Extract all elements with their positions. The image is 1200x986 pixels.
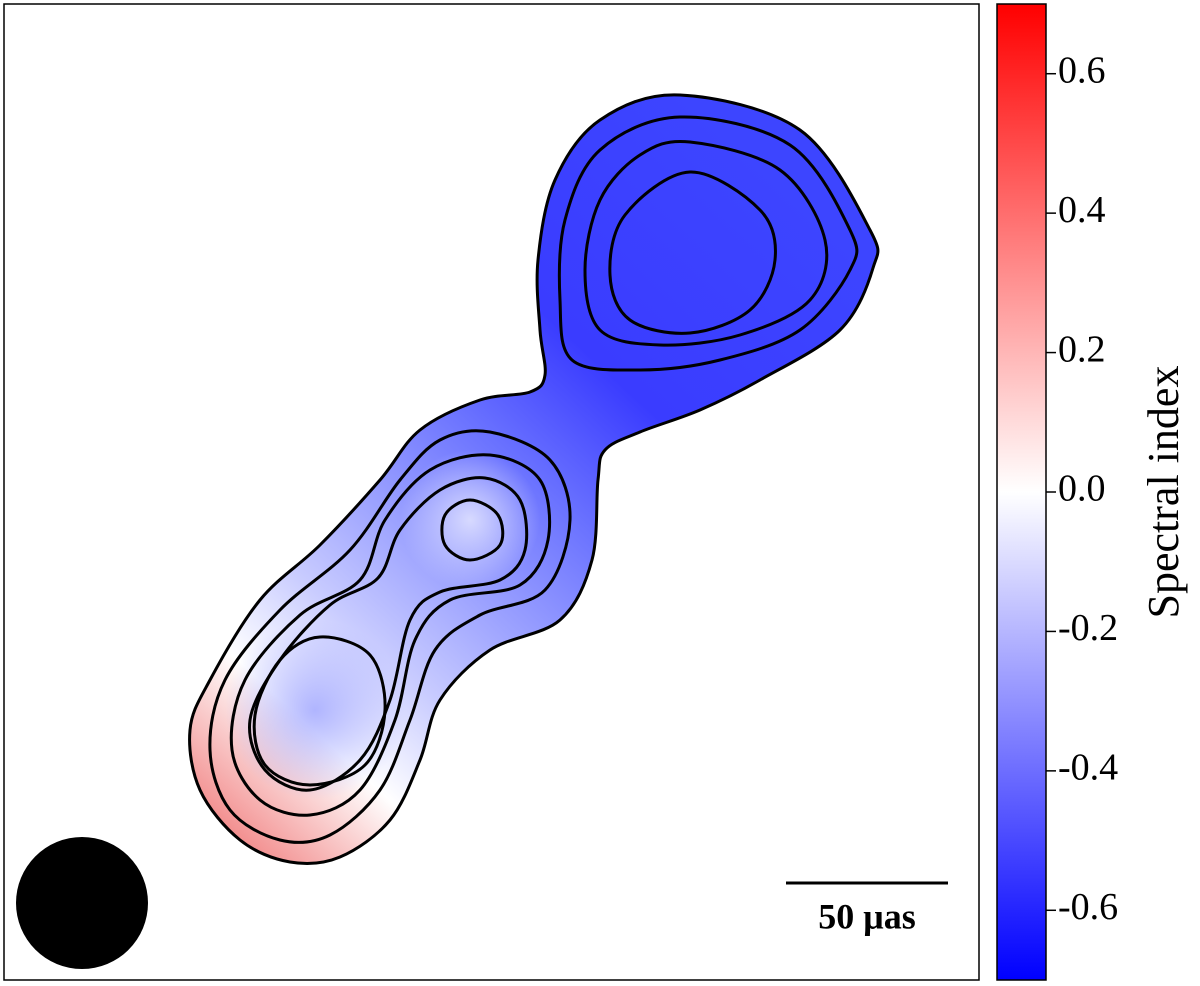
colorbar-tick-label: 0.0 — [1058, 468, 1106, 510]
colorbar-tick-label: -0.6 — [1058, 886, 1118, 928]
contour — [248, 476, 529, 792]
contour — [608, 170, 777, 335]
colorbar-tick-label: 0.4 — [1058, 189, 1106, 231]
colorbar-tick-label: -0.2 — [1058, 607, 1118, 649]
colorbar-label: Spectral index — [1139, 366, 1188, 619]
map — [188, 93, 880, 866]
contour — [208, 429, 572, 844]
contour — [583, 139, 829, 347]
colorbar — [996, 3, 1047, 981]
contour — [229, 453, 552, 817]
map-frame — [3, 3, 980, 981]
colorbar-tick-label: 0.6 — [1058, 49, 1106, 91]
contour — [188, 93, 880, 866]
emission-shade — [189, 94, 878, 864]
contour — [557, 115, 859, 372]
scale-bar-label: 50 μas — [818, 896, 915, 936]
contour — [440, 498, 505, 562]
colorbar-tick-label: 0.2 — [1058, 328, 1106, 370]
contour — [252, 635, 387, 787]
colorbar-tick-label: -0.4 — [1058, 747, 1118, 789]
beam — [16, 837, 148, 969]
